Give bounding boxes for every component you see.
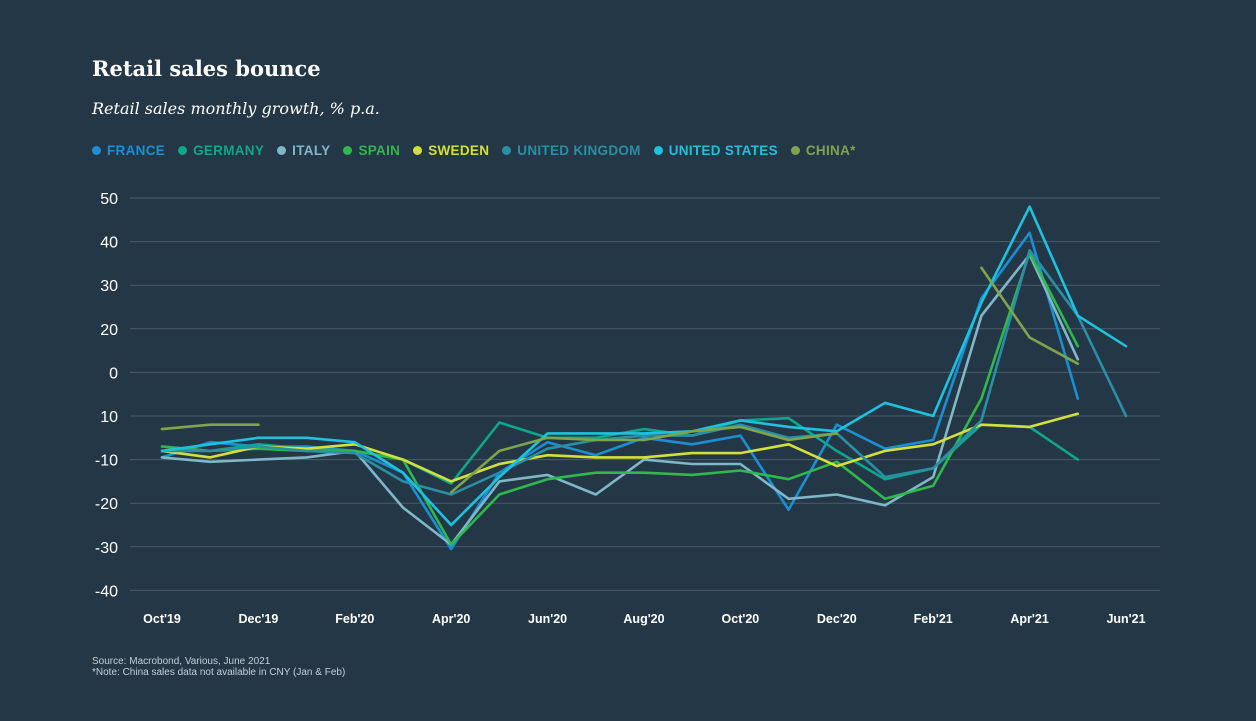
y-tick-label: 40: [100, 235, 118, 252]
y-tick-label: -20: [95, 496, 118, 513]
series-line-france: [160, 231, 1080, 551]
x-tick-label: Jun'21: [1106, 612, 1145, 626]
x-tick-label: Dec'20: [817, 612, 857, 626]
legend-dot-icon: [178, 146, 188, 155]
y-tick-label: -10: [95, 453, 118, 470]
x-axis-ticks: Oct'19 Dec'19 Feb'20 Apr'20 Jun'20 Aug'20 Oct'…: [143, 612, 1145, 626]
series-line-china: [160, 266, 1080, 494]
chart-subtitle: Retail sales monthly growth, % p.a.: [92, 99, 380, 118]
series-line-united-states: [160, 205, 1128, 527]
y-tick-label: 10: [100, 409, 118, 426]
legend-label: GERMANY: [193, 143, 265, 158]
x-tick-label: Aug'20: [623, 612, 664, 626]
legend-dot-icon: [92, 146, 101, 155]
y-axis-ticks: 50 40 30 20 0 10 -10 -20 -30 -40: [95, 191, 118, 600]
y-tick-label: 50: [100, 191, 118, 208]
legend-item: UNITED STATES: [653, 143, 778, 158]
x-tick-label: Oct'19: [143, 612, 181, 626]
legend-label: ITALY: [292, 143, 331, 158]
series-line-sweden: [160, 412, 1080, 483]
legend-dot-icon: [277, 146, 287, 155]
grid-lines: [130, 197, 1160, 591]
x-tick-label: Dec'19: [238, 612, 278, 626]
legend-item: UNITED KINGDOM: [502, 143, 640, 158]
china-note: *Note: China sales data not available in…: [92, 667, 346, 678]
legend-label: FRANCE: [107, 143, 166, 158]
legend-item: FRANCE: [92, 143, 165, 158]
series-line-united-kingdom: [160, 249, 1128, 496]
legend-item: ITALY: [277, 143, 330, 158]
series-lines: [160, 205, 1128, 551]
legend-item: CHINA*: [790, 143, 856, 158]
x-tick-label: Jun'20: [528, 612, 567, 626]
series-line-italy: [160, 253, 1080, 546]
x-tick-label: Apr'20: [432, 612, 470, 626]
chart-title: Retail sales bounce: [92, 56, 321, 81]
chart-footer: Source: Macrobond, Various, June 2021 *N…: [92, 656, 345, 678]
x-tick-label: Oct'20: [722, 612, 760, 626]
y-tick-label: 30: [100, 278, 118, 295]
legend-item: SPAIN: [343, 143, 400, 158]
y-tick-label: -40: [95, 583, 118, 600]
x-tick-label: Feb'20: [335, 612, 374, 626]
x-tick-label: Feb'21: [914, 612, 953, 626]
legend-label: SPAIN: [358, 143, 401, 158]
source-note: Source: Macrobond, Various, June 2021: [92, 656, 271, 667]
y-tick-label: -30: [95, 540, 118, 557]
legend-label: CHINA*: [805, 143, 856, 158]
legend-dot-icon: [502, 146, 512, 155]
legend-item: SWEDEN: [413, 143, 489, 158]
legend-dot-icon: [790, 146, 800, 155]
legend-dot-icon: [343, 146, 353, 155]
y-tick-label: 20: [100, 322, 118, 339]
legend-item: GERMANY: [178, 143, 264, 158]
legend-dot-icon: [413, 146, 423, 155]
x-tick-label: Apr'21: [1010, 612, 1048, 626]
y-tick-label: 0: [109, 365, 118, 382]
legend-dot-icon: [653, 146, 663, 155]
chart-legend: FRANCE GERMANY ITALY SPAIN SWEDEN UNITED KING…: [92, 143, 856, 158]
legend-label: UNITED STATES: [668, 143, 778, 158]
legend-label: UNITED KINGDOM: [517, 143, 641, 158]
legend-label: SWEDEN: [428, 143, 490, 158]
